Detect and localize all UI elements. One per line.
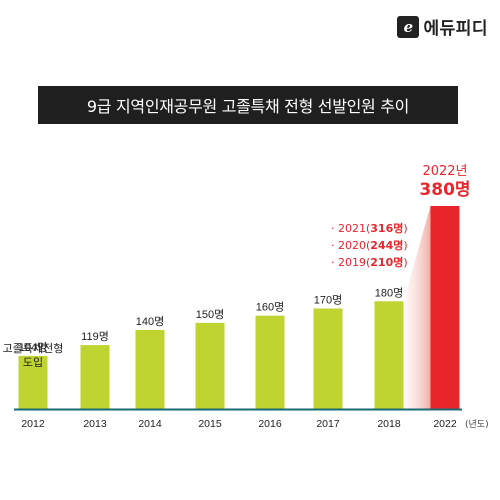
- brand-logo: e 에듀피디: [397, 14, 488, 39]
- x-tick-label: 2017: [316, 418, 340, 430]
- x-tick-label: 2015: [198, 418, 222, 430]
- data-label: 119명: [81, 330, 109, 343]
- data-label: 150명: [196, 308, 224, 321]
- x-tick-label: 2012: [21, 418, 45, 430]
- intro-annotation: 도입: [23, 356, 43, 369]
- chart-title-box: 9급 지역인재공무원 고졸특채 전형 선발인원 추이: [38, 86, 458, 124]
- data-label: 104명: [19, 341, 47, 354]
- x-tick-label: 2022: [433, 418, 457, 430]
- bar-2013: [80, 345, 110, 409]
- x-tick-label: 2013: [83, 418, 107, 430]
- trend-fade-area: [403, 206, 431, 409]
- bar-2017: [313, 308, 343, 409]
- data-label: 140명: [136, 315, 164, 328]
- x-unit-label: (년도): [465, 419, 489, 430]
- data-label: 180명: [375, 286, 403, 299]
- note-item: · 2021(316명): [331, 221, 408, 235]
- logo-icon: e: [397, 15, 420, 38]
- bar-2018: [374, 301, 404, 409]
- data-label: 160명: [256, 301, 284, 314]
- highlight-value-label: 380명: [419, 180, 470, 200]
- intro-annotation: 고졸특채전형: [3, 342, 64, 355]
- bar-2016: [255, 315, 285, 409]
- data-label: 170명: [314, 293, 342, 306]
- bar-2015: [195, 322, 225, 409]
- logo-text: 에듀피디: [423, 19, 488, 39]
- note-item: · 2020(244명): [331, 238, 408, 252]
- highlight-year-label: 2022년: [422, 164, 467, 179]
- bar-2022: [430, 206, 460, 409]
- x-tick-label: 2018: [377, 418, 401, 430]
- bar-2012: [18, 355, 48, 409]
- x-tick-label: 2014: [138, 418, 162, 430]
- chart-title: 9급 지역인재공무원 고졸특채 전형 선발인원 추이: [86, 97, 410, 116]
- x-tick-label: 2016: [258, 418, 282, 430]
- note-item: · 2019(210명): [331, 255, 408, 269]
- bar-2014: [135, 330, 165, 409]
